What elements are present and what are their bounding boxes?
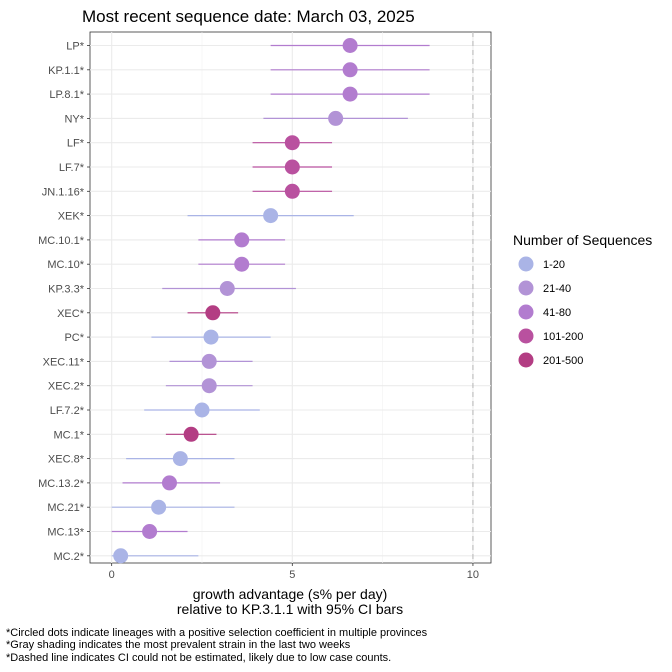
y-tick-label: PC* [64, 332, 84, 344]
y-tick-label: NY* [64, 113, 84, 125]
data-point [201, 378, 217, 394]
legend-label: 101-200 [543, 331, 583, 343]
legend-label: 21-40 [543, 283, 571, 295]
data-point [342, 62, 358, 78]
x-axis-title-line2: relative to KP.3.1.1 with 95% CI bars [177, 601, 403, 617]
y-tick-label: XEC* [57, 308, 85, 320]
data-point [263, 208, 279, 224]
data-point [234, 232, 250, 248]
y-tick-label: MC.10* [47, 259, 84, 271]
legend-label: 41-80 [543, 307, 571, 319]
legend-swatch [518, 304, 534, 320]
y-tick-label: MC.1* [53, 429, 84, 441]
data-point [328, 110, 344, 126]
chart-title: Most recent sequence date: March 03, 202… [82, 7, 415, 26]
y-tick-label: KP.1.1* [48, 65, 85, 77]
data-point [183, 426, 199, 442]
y-tick-label: LF.7* [59, 162, 85, 174]
y-tick-label: MC.21* [47, 502, 84, 514]
legend-label: 201-500 [543, 355, 583, 367]
data-point [342, 38, 358, 53]
data-point [234, 256, 250, 272]
y-tick-label: LP.8.1* [49, 89, 84, 101]
data-point [284, 159, 300, 175]
legend-title: Number of Sequences [513, 232, 652, 248]
legend-swatch [518, 352, 534, 368]
data-point [142, 524, 158, 539]
data-point [194, 402, 210, 418]
data-point [203, 329, 219, 345]
plot-panel [89, 31, 492, 564]
legend-label: 1-20 [543, 259, 565, 271]
y-tick-label: LP* [66, 41, 84, 53]
data-point [342, 86, 358, 102]
data-point [161, 475, 177, 491]
y-tick-label: MC.13* [47, 527, 84, 539]
data-point [172, 451, 188, 467]
footnote-2: *Gray shading indicates the most prevale… [6, 639, 351, 651]
legend-swatch [518, 328, 534, 344]
x-tick-label: 0 [109, 569, 115, 581]
points [113, 38, 358, 564]
y-tick-label: XEK* [58, 211, 85, 223]
y-tick-label: XEC.11* [43, 356, 85, 368]
legend-swatch [518, 280, 534, 296]
data-point [219, 281, 235, 296]
y-tick-label: LF* [67, 138, 85, 150]
y-tick-label: LF.7.2* [50, 405, 85, 417]
y-tick-label: MC.10.1* [38, 235, 85, 247]
legend: Number of Sequences 1-20 21-40 41-80 101-20… [513, 232, 652, 368]
legend-swatch [518, 256, 534, 272]
data-point [113, 548, 129, 564]
footnote-1: *Circled dots indicate lineages with a p… [6, 627, 428, 639]
y-tick-label: JN.1.16* [42, 186, 85, 198]
y-tick-label: MC.2* [53, 551, 84, 563]
x-axis-title-line1: growth advantage (s% per day) [193, 586, 388, 602]
data-point [284, 183, 300, 199]
x-tick-labels: 0 5 10 [109, 563, 479, 581]
y-tick-label: XEC.8* [48, 454, 85, 466]
data-point [201, 353, 217, 369]
y-tick-label: MC.13.2* [38, 478, 85, 490]
data-point [205, 305, 221, 321]
y-tick-label: XEC.2* [48, 381, 85, 393]
y-tick-labels: LP* KP.1.1* LP.8.1* NY* LF* LF.7* JN.1.16* XEK*… [38, 41, 90, 563]
x-tick-label: 5 [289, 569, 295, 581]
legend-items: 1-20 21-40 41-80 101-200 201-500 [518, 256, 583, 368]
data-point [151, 499, 167, 515]
y-tick-label: KP.3.3* [48, 284, 85, 296]
footnote-3: *Dashed line indicates CI could not be e… [6, 652, 391, 664]
x-tick-label: 10 [467, 569, 479, 581]
data-point [284, 135, 300, 151]
